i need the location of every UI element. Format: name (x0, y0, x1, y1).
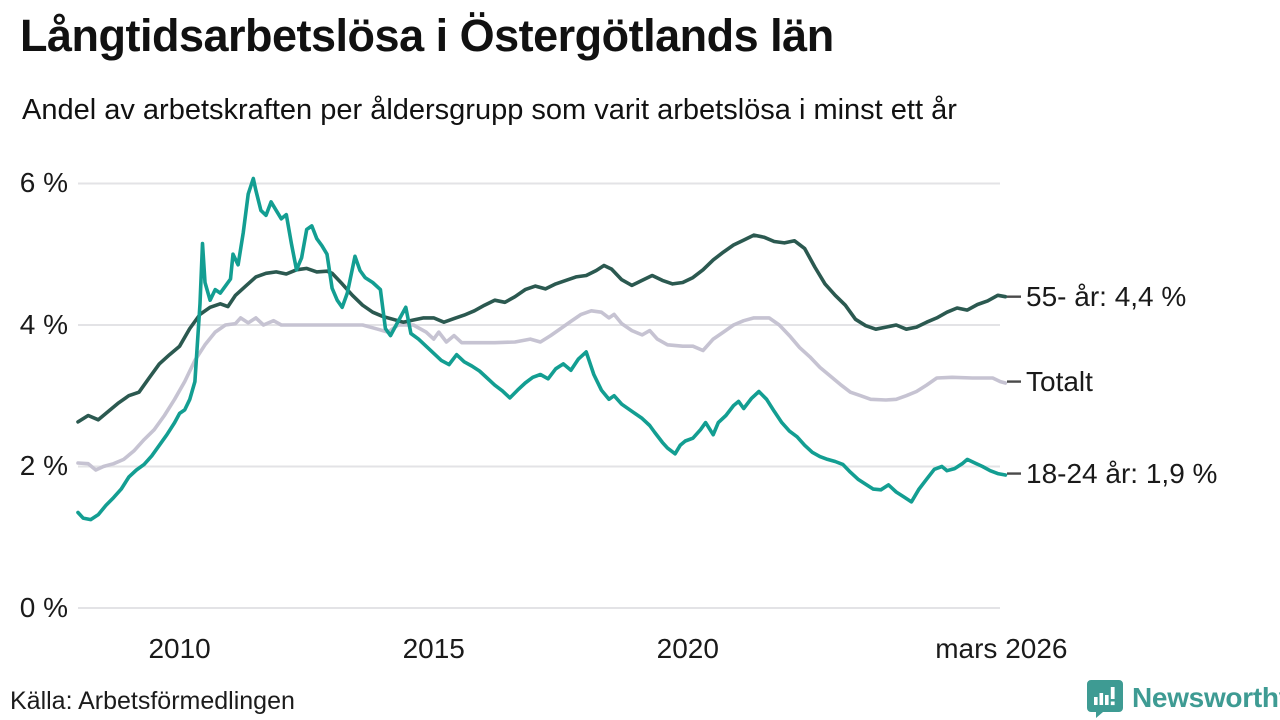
page-title: Långtidsarbetslösa i Östergötlands län (20, 10, 834, 61)
series-line-Totalt (76, 308, 1008, 472)
series-end-label-Totalt: Totalt (1026, 365, 1093, 397)
x-axis-tick-label: 2020 (656, 633, 719, 664)
y-axis-tick-label: 4 % (19, 308, 68, 340)
page-subtitle: Andel av arbetskraften per åldersgrupp s… (22, 94, 957, 126)
y-axis-tick-label: 2 % (19, 450, 68, 482)
brand-name: Newsworthy (1132, 682, 1280, 713)
x-axis-tick-label: mars 2026 (935, 633, 1068, 664)
x-axis-tick-label: 2010 (148, 633, 211, 664)
newsworthy-brand: Newsworthy (1086, 678, 1280, 718)
series-line-55-år (76, 233, 1008, 424)
y-axis-tick-label: 0 % (19, 592, 68, 623)
series-end-label-18-24år: 18-24 år: 1,9 % (1026, 457, 1218, 489)
source-note: Källa: Arbetsförmedlingen (10, 687, 295, 715)
newsworthy-logo-icon (1087, 680, 1123, 718)
x-axis-tick-label: 2015 (402, 633, 465, 664)
series-end-label-55-år: 55- år: 4,4 % (1026, 280, 1187, 312)
y-axis-tick-label: 6 % (19, 167, 68, 199)
series-line-18-24år (76, 176, 1008, 522)
